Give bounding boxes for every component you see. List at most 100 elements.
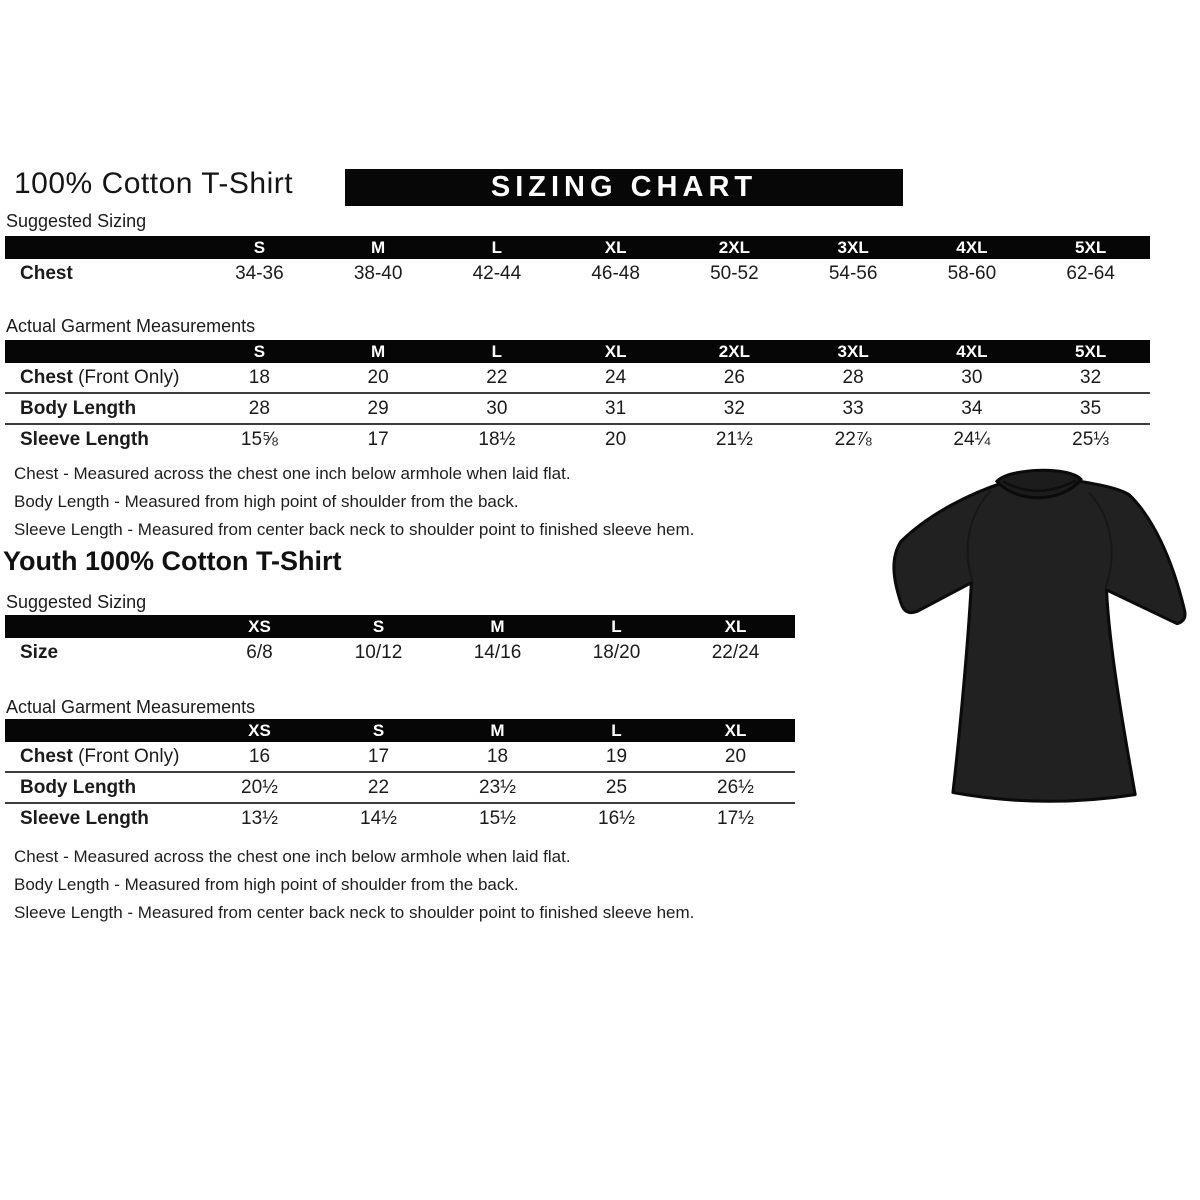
cell-value: 35 — [1080, 397, 1102, 419]
column-header-xl: XL — [604, 238, 627, 257]
row-label: Sleeve Length — [20, 428, 149, 450]
cell-value: 15½ — [479, 807, 516, 829]
tshirt-body-shape — [892, 478, 1187, 803]
note-line: Sleeve Length - Measured from center bac… — [14, 520, 695, 539]
table-row: Size 6/8 10/12 14/16 18/20 22/24 — [5, 638, 795, 667]
cell-value: 28 — [842, 366, 864, 388]
cell-value: 42-44 — [472, 262, 522, 284]
cell-value: 18/20 — [592, 641, 641, 663]
note-line: Chest - Measured across the chest one in… — [14, 464, 571, 483]
column-header-xl: XL — [724, 617, 747, 636]
cell-value: 18 — [248, 366, 270, 388]
note-line: Body Length - Measured from high point o… — [14, 875, 519, 894]
cell-value: 14/16 — [473, 641, 522, 663]
cell-value: 24 — [605, 366, 627, 388]
table-row: Sleeve Length 15⅝ 17 18½ 20 21½ 22⅞ 24¼ 25⅓ — [5, 423, 1150, 454]
cell-value: 28 — [248, 397, 270, 419]
table-row: Body Length 20½ 22 23½ 25 26½ — [5, 771, 795, 802]
cell-value: 22⅞ — [834, 428, 872, 450]
cell-value: 20 — [724, 745, 747, 767]
column-header-l: L — [491, 342, 503, 361]
youth-suggested-sizing-label: Suggested Sizing — [6, 592, 147, 612]
cell-value: 21½ — [715, 428, 753, 450]
column-header-3xl: 3XL — [837, 342, 869, 361]
cell-value: 31 — [605, 397, 627, 419]
cell-value: 17 — [367, 428, 389, 450]
cell-value: 32 — [1080, 366, 1102, 388]
cell-value: 20 — [367, 366, 389, 388]
page-title: 100% Cotton T-Shirt — [14, 167, 294, 200]
cell-value: 17½ — [717, 807, 754, 829]
column-header-xl: XL — [604, 342, 627, 361]
table-header-row: S M L XL 2XL 3XL 4XL 5XL — [5, 340, 1150, 363]
tshirt-collar-shape — [994, 468, 1083, 500]
column-header-l: L — [611, 617, 622, 636]
cell-value: 62-64 — [1066, 262, 1115, 284]
cell-value: 6/8 — [246, 641, 273, 663]
column-header-2xl: 2XL — [718, 342, 750, 361]
cell-value: 22/24 — [711, 641, 760, 663]
cell-value: 30 — [961, 366, 983, 388]
column-header-l: L — [491, 238, 503, 257]
row-label: Body Length — [20, 776, 137, 798]
cell-value: 10/12 — [354, 641, 403, 663]
column-header-m: M — [371, 238, 386, 257]
cell-value: 38-40 — [353, 262, 403, 284]
column-header-m: M — [490, 617, 505, 636]
column-header-m: M — [371, 342, 386, 361]
tshirt-left-sleeve-seam — [966, 489, 992, 581]
cell-value: 25⅓ — [1072, 428, 1110, 450]
adult-actual-measurements-label: Actual Garment Measurements — [6, 316, 256, 336]
adult-suggested-sizing-label: Suggested Sizing — [6, 211, 147, 231]
black-tshirt-image — [892, 468, 1187, 803]
note-line: Body Length - Measured from high point o… — [14, 492, 519, 511]
cell-value: 46-48 — [591, 262, 640, 284]
cell-value: 50-52 — [710, 262, 759, 284]
cell-value: 19 — [605, 745, 628, 767]
table-row: Chest (Front Only) 18 20 22 24 26 28 30 32 — [5, 363, 1150, 392]
column-header-4xl: 4XL — [956, 342, 988, 361]
cell-value: 25 — [605, 776, 628, 798]
cell-value: 26 — [723, 366, 745, 388]
cell-value: 23½ — [479, 776, 516, 798]
cell-value: 26½ — [717, 776, 754, 798]
cell-value: 33 — [842, 397, 864, 419]
cell-value: 30 — [486, 397, 508, 419]
cell-value: 15⅝ — [240, 428, 278, 450]
column-header-s: S — [253, 342, 266, 361]
youth-section-title: Youth 100% Cotton T-Shirt — [3, 546, 342, 576]
row-label: Chest — [20, 262, 73, 284]
cell-value: 54-56 — [828, 262, 878, 284]
column-header-m: M — [490, 721, 505, 740]
column-header-2xl: 2XL — [718, 238, 750, 257]
column-header-5xl: 5XL — [1075, 342, 1107, 361]
table-header-row: XS S M L XL — [5, 615, 795, 638]
youth-actual-measurements-table: XS S M L XL Chest (Front Only) 16 17 18 19 20 Body … — [5, 719, 795, 833]
note-line: Sleeve Length - Measured from center bac… — [14, 903, 695, 922]
youth-suggested-sizing-table: XS S M L XL Size 6/8 10/12 14/16 18/20 22/24 — [5, 615, 795, 667]
column-header-4xl: 4XL — [956, 238, 988, 257]
cell-value: 20½ — [241, 776, 278, 798]
banner-title: SIZING CHART — [490, 171, 758, 203]
table-header-row: XS S M L XL — [5, 719, 795, 742]
column-header-xl: XL — [724, 721, 747, 740]
table-row: Chest 34-36 38-40 42-44 46-48 50-52 54-56 58-60… — [5, 259, 1150, 288]
row-label: Sleeve Length — [20, 807, 149, 829]
youth-measurement-notes: Chest - Measured across the chest one in… — [14, 843, 694, 927]
adult-suggested-sizing-table: S M L XL 2XL 3XL 4XL 5XL Chest 34-36 38-40 42-44 46-… — [5, 236, 1150, 288]
row-label: Body Length — [20, 397, 137, 419]
cell-value: 18½ — [478, 428, 516, 450]
row-label: Size — [20, 641, 59, 663]
cell-value: 34-36 — [235, 262, 284, 284]
row-label: Chest (Front Only) — [20, 366, 180, 388]
column-header-s: S — [372, 617, 385, 636]
column-header-l: L — [611, 721, 622, 740]
cell-value: 16 — [248, 745, 271, 767]
cell-value: 16½ — [598, 807, 635, 829]
cell-value: 58-60 — [947, 262, 997, 284]
adult-actual-measurements-table: S M L XL 2XL 3XL 4XL 5XL Chest (Front Only) 18 20 2… — [5, 340, 1150, 454]
table-header-row: S M L XL 2XL 3XL 4XL 5XL — [5, 236, 1150, 259]
tshirt-neck-rib-line — [1002, 479, 1077, 493]
table-row: Sleeve Length 13½ 14½ 15½ 16½ 17½ — [5, 802, 795, 833]
